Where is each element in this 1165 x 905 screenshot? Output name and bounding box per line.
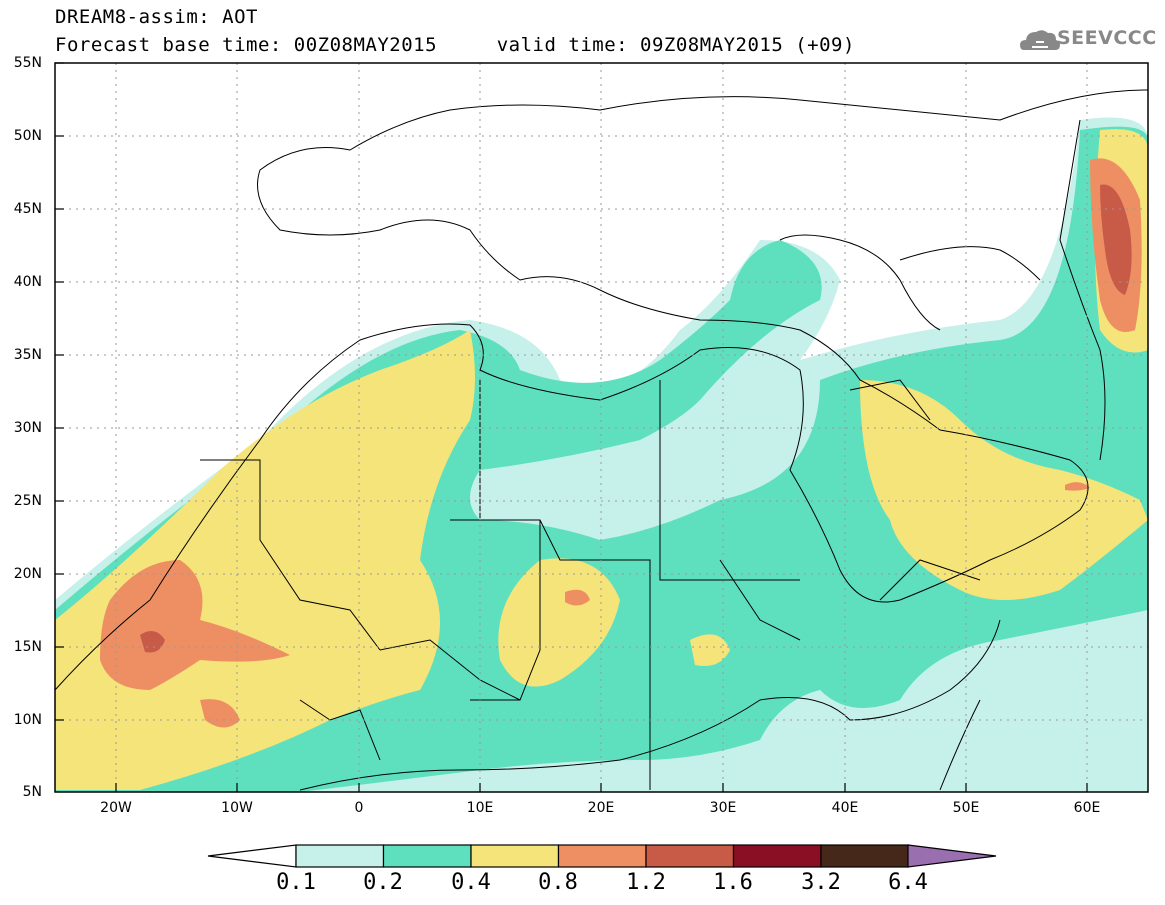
colorbar-high-arrow xyxy=(907,844,997,868)
colorbar-box xyxy=(295,844,385,868)
colorbar xyxy=(207,844,997,868)
colorbar-label: 1.2 xyxy=(626,870,666,895)
colorbar-label: 0.1 xyxy=(276,870,316,895)
lat-label: 15N xyxy=(13,639,42,655)
colorbar-label: 0.8 xyxy=(538,870,578,895)
lat-label: 5N xyxy=(22,784,42,800)
colorbar-label: 3.2 xyxy=(801,870,841,895)
lat-label: 20N xyxy=(13,566,42,582)
logo-text: SEEVCCC xyxy=(1057,27,1157,49)
lat-label: 25N xyxy=(13,493,42,509)
colorbar-label: 0.4 xyxy=(451,870,491,895)
map-title: DREAM8-assim: AOT xyxy=(55,6,258,28)
aot-band-1.2 xyxy=(1100,184,1132,295)
aot-band-0.4-e xyxy=(690,634,730,666)
aot-band-0.8 xyxy=(100,560,290,690)
forecast-time-line: Forecast base time: 00Z08MAY2015 valid t… xyxy=(55,34,855,56)
lon-label: 10W xyxy=(221,800,253,816)
cloud-logo-icon xyxy=(1020,30,1060,50)
aot-band-0.4-c xyxy=(860,380,1148,600)
lat-label: 10N xyxy=(13,712,42,728)
lon-label: 40E xyxy=(831,800,859,816)
aot-band-0.8-e xyxy=(1065,482,1090,491)
colorbar-box xyxy=(557,844,647,868)
colorbar-box xyxy=(732,844,822,868)
lat-label: 30N xyxy=(13,420,42,436)
colorbar-label: 0.2 xyxy=(363,870,403,895)
lat-label: 45N xyxy=(13,201,42,217)
colorbar-box xyxy=(470,844,560,868)
aot-band-0.4-b xyxy=(498,558,620,687)
lon-label: 10E xyxy=(466,800,494,816)
lon-label: 60E xyxy=(1073,800,1101,816)
lat-label: 40N xyxy=(13,274,42,290)
lat-label: 50N xyxy=(13,128,42,144)
colorbar-low-arrow xyxy=(207,844,297,868)
colorbar-box xyxy=(820,844,910,868)
colorbar-label: 1.6 xyxy=(713,870,753,895)
colorbar-box xyxy=(645,844,735,868)
lat-label: 35N xyxy=(13,347,42,363)
aot-band-0.8-c xyxy=(565,589,590,606)
colorbar-box xyxy=(382,844,472,868)
lon-label: 30E xyxy=(709,800,737,816)
colorbar-label: 6.4 xyxy=(888,870,928,895)
axis-ticks xyxy=(55,62,1088,792)
lon-label: 20E xyxy=(587,800,615,816)
lat-label: 55N xyxy=(13,55,42,71)
lon-label: 20W xyxy=(100,800,132,816)
aot-fields xyxy=(55,63,1148,792)
lon-label: 0 xyxy=(354,800,364,816)
lon-label: 50E xyxy=(952,800,980,816)
